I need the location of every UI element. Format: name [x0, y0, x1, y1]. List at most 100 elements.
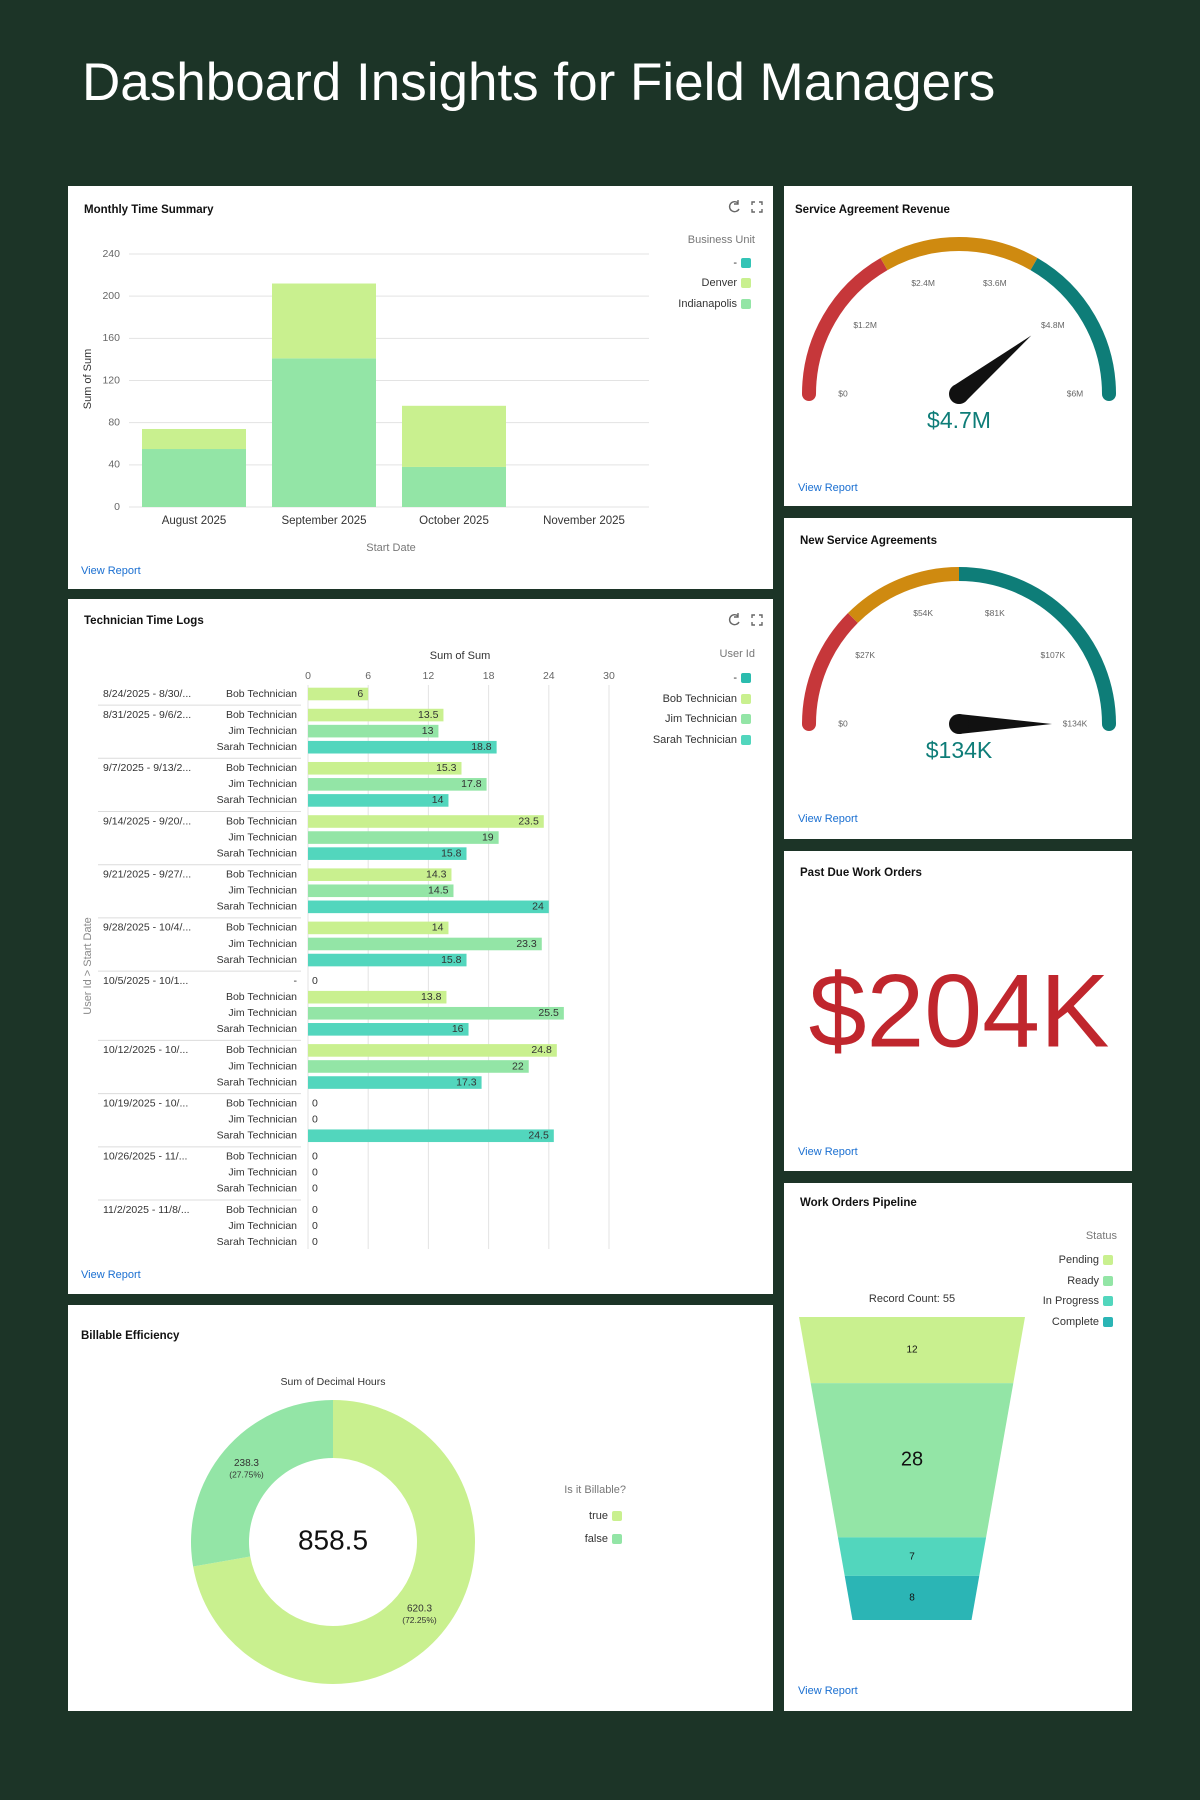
gauge-tick-label: $0	[838, 388, 848, 398]
gauge-cap	[802, 387, 816, 401]
value-label: 0	[312, 1183, 318, 1195]
slice-value-label: 620.3	[407, 1603, 432, 1614]
bar	[308, 847, 467, 860]
card: Monthly Time Summary 0 40 80 120 160 200 240 Aug…	[68, 186, 773, 589]
expand-icon[interactable]	[751, 201, 763, 213]
legend-label: Complete	[1052, 1316, 1099, 1328]
legend-label: Pending	[1059, 1254, 1099, 1266]
value-label: 0	[312, 1236, 318, 1248]
y-tick-label: 200	[102, 290, 120, 302]
bar	[308, 1060, 529, 1073]
value-label: 23.3	[516, 938, 537, 950]
bar	[308, 815, 544, 828]
legend-label: Bob Technician	[663, 693, 737, 705]
bar	[308, 1129, 554, 1143]
x-tick-label: 18	[483, 670, 495, 682]
refresh-icon[interactable]	[728, 613, 740, 626]
card-title: Work Orders Pipeline	[800, 1197, 917, 1209]
group-label: 8/24/2025 - 8/30/...	[103, 688, 191, 700]
value-label: 24.8	[531, 1044, 552, 1056]
bar	[308, 687, 369, 701]
value-label: 18.8	[471, 741, 492, 753]
legend-title: Business Unit	[688, 234, 755, 246]
group-label: 9/21/2025 - 9/27/...	[103, 868, 191, 880]
legend-label: In Progress	[1043, 1295, 1100, 1307]
view-report-link[interactable]: View Report	[81, 565, 141, 577]
value-label: 14	[432, 922, 444, 934]
expand-icon[interactable]	[751, 614, 763, 626]
row-label: Sarah Technician	[217, 741, 298, 753]
gauge-value: $134K	[926, 737, 993, 763]
group-label: 10/5/2025 - 10/1...	[103, 975, 188, 987]
y-tick-label: 240	[102, 248, 120, 260]
legend-swatch	[1103, 1255, 1113, 1265]
value-label: 15.8	[441, 847, 462, 859]
view-report-link[interactable]: View Report	[798, 1685, 858, 1697]
y-axis-title: Sum of Sum	[82, 349, 94, 410]
chart-subtitle: Sum of Decimal Hours	[280, 1376, 385, 1388]
gauge-band	[880, 237, 1038, 271]
row-label: Bob Technician	[226, 1151, 297, 1163]
row-label: Sarah Technician	[217, 1183, 298, 1195]
group-label: 9/14/2025 - 9/20/...	[103, 815, 191, 827]
legend-title: User Id	[720, 648, 755, 660]
view-report-link[interactable]: View Report	[798, 1146, 858, 1158]
bar	[308, 884, 454, 898]
refresh-icon[interactable]	[728, 200, 740, 213]
gauge-value: $4.7M	[927, 407, 991, 433]
x-tick-label: 30	[603, 670, 615, 682]
funnel-segment	[837, 1537, 987, 1576]
value-label: 6	[357, 688, 363, 700]
card-background	[784, 518, 1132, 839]
row-label: -	[294, 975, 298, 987]
view-report-link[interactable]: View Report	[81, 1269, 141, 1281]
group-label: 9/7/2025 - 9/13/2...	[103, 762, 191, 774]
y-tick-label: 120	[102, 374, 120, 386]
chart-subtitle: Record Count: 55	[869, 1293, 955, 1305]
row-label: Jim Technician	[228, 1060, 297, 1072]
row-label: Bob Technician	[226, 1097, 297, 1109]
value-label: 22	[512, 1060, 524, 1072]
value-label: 24.5	[528, 1130, 549, 1142]
bar	[308, 761, 462, 775]
gauge-cap	[1102, 387, 1116, 401]
value-label: 14.3	[426, 868, 447, 880]
x-tick-label: October 2025	[419, 515, 489, 527]
legend-title: Status	[1086, 1230, 1118, 1242]
value-label: 0	[312, 1097, 318, 1109]
row-label: Bob Technician	[226, 1204, 297, 1216]
card-title: Service Agreement Revenue	[795, 204, 950, 216]
bar	[308, 868, 452, 881]
legend-title: Is it Billable?	[564, 1484, 626, 1496]
gauge-tick-label: $27K	[855, 650, 875, 660]
gauge-tick-label: $1.2M	[853, 320, 877, 330]
gauge-tick-label: $3.6M	[983, 278, 1007, 288]
bar	[308, 1044, 557, 1057]
row-label: Sarah Technician	[217, 847, 298, 859]
legend-label: -	[733, 257, 737, 269]
bar-segment	[272, 358, 376, 507]
view-report-link[interactable]: View Report	[798, 813, 858, 825]
value-label: 15.8	[441, 954, 462, 966]
view-report-link[interactable]: View Report	[798, 482, 858, 494]
value-label: 15.3	[436, 762, 457, 774]
gauge-needle	[952, 335, 1032, 402]
bar-segment	[142, 449, 246, 507]
value-label: 16	[452, 1023, 464, 1035]
donut-slice	[193, 1400, 476, 1684]
gauge-band	[802, 258, 888, 395]
card-title: New Service Agreements	[800, 535, 937, 547]
bar	[308, 831, 499, 844]
gauge-band	[847, 567, 960, 623]
value-label: 19	[482, 831, 494, 843]
card: Past Due Work Orders $204K View Report	[784, 851, 1132, 1171]
donut-total: 858.5	[298, 1524, 368, 1555]
card-background	[68, 186, 773, 589]
gauge-cap	[802, 717, 816, 731]
value-label: 14.5	[428, 885, 449, 897]
bar	[308, 953, 467, 967]
gauge-tick-label: $2.4M	[911, 278, 935, 288]
row-label: Jim Technician	[228, 1113, 297, 1125]
bar-segment	[272, 283, 376, 359]
row-label: Bob Technician	[226, 709, 297, 721]
